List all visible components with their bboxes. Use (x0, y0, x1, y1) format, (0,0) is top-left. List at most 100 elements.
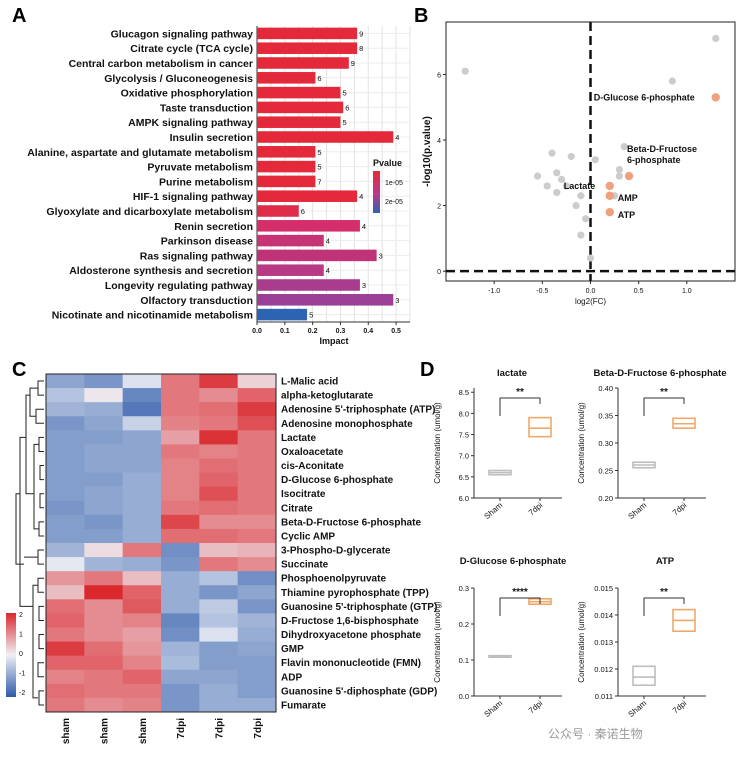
d-y-tick-label: 0.0 (459, 692, 469, 701)
c-heat-cell (161, 543, 200, 558)
c-row-label: Dihydroxyacetone phosphate (281, 630, 421, 641)
d-x-tick-label: 7dpi (527, 500, 545, 517)
watermark: 公众号 · 秦诺生物 (548, 727, 643, 741)
d-sig-bracket (643, 397, 685, 416)
a-count-label: 7 (317, 177, 321, 186)
c-heat-cell (161, 458, 200, 474)
b-point (553, 169, 561, 177)
a-bar (257, 249, 377, 262)
c-heat-cell (46, 416, 85, 431)
d-y-tick-label: 0.014 (594, 611, 613, 620)
a-bar (257, 234, 324, 247)
a-bar (257, 220, 360, 232)
a-bar (257, 160, 316, 173)
a-count-label: 4 (359, 192, 363, 201)
a-bar (257, 57, 349, 69)
d-sig-bracket (643, 597, 685, 616)
c-column-label: sham (61, 718, 72, 744)
c-scale-tick-label: -2 (19, 690, 25, 697)
c-heat-cell (199, 697, 239, 713)
c-heat-cell (161, 472, 200, 488)
a-count-label: 5 (342, 89, 346, 98)
c-heat-cell (46, 697, 85, 713)
a-category-label: Alanine, aspartate and glutamate metabol… (27, 147, 253, 159)
c-heat-cell (84, 571, 124, 586)
c-heat-cell (237, 374, 277, 389)
b-y-tick-label: 4 (437, 138, 441, 145)
a-count-label: 5 (317, 148, 321, 157)
panel-letter-d: D (420, 359, 434, 381)
c-row-label: cis-Aconitate (281, 461, 344, 472)
c-heat-cell (237, 669, 277, 685)
c-row-label: Cyclic AMP (281, 531, 335, 542)
c-heat-cell (122, 557, 162, 572)
b-point (461, 67, 469, 75)
b-highlight-point (605, 181, 614, 191)
a-count-label: 3 (362, 281, 366, 290)
c-heat-cell (46, 388, 85, 403)
d-y-tick-label: 0.30 (598, 439, 613, 448)
b-x-tick-label: -1.0 (488, 288, 500, 295)
panel-d-box-plots: lactate 6.0 6.5 7.0 7.5 8.0 8.5 Concentration (… (433, 368, 727, 719)
c-heat-cell (161, 416, 200, 431)
d-subplot-title: lactate (497, 368, 527, 379)
a-x-tick-label: 0.3 (336, 328, 346, 335)
c-heat-cell (199, 683, 239, 699)
c-row-label: Oxaloacetate (281, 447, 344, 458)
a-count-label: 4 (326, 266, 330, 275)
b-point (533, 172, 542, 180)
c-heat-cell (84, 472, 124, 488)
c-heat-cell (84, 374, 124, 389)
c-heat-cell (84, 388, 124, 403)
d-y-tick-label: 6.0 (459, 494, 469, 503)
b-point (567, 152, 575, 161)
c-heat-cell (84, 430, 124, 445)
a-category-label: Olfactory transduction (140, 295, 253, 307)
d-y-tick-label: 0.3 (459, 584, 469, 593)
c-heat-cell (199, 627, 239, 643)
c-row-label: Guanosine 5'-triphosphate (GTP) (281, 602, 437, 613)
b-x-tick-label: 0.0 (586, 288, 596, 295)
b-point (712, 34, 720, 42)
c-heat-cell (46, 528, 85, 544)
a-count-label: 5 (317, 163, 321, 172)
c-heat-cell (122, 486, 162, 502)
d-y-tick-label: 0.35 (598, 412, 613, 421)
c-heat-cell (199, 430, 239, 445)
c-heat-cell (122, 683, 162, 699)
c-heat-cell (122, 697, 162, 713)
a-x-tick-label: 0.2 (308, 328, 318, 335)
c-heat-cell (46, 430, 85, 445)
c-heat-cell (237, 641, 277, 657)
c-heat-cell (161, 514, 200, 530)
c-heat-cell (199, 613, 239, 628)
c-heat-cell (237, 683, 277, 699)
d-y-tick-label: 0.013 (594, 638, 613, 647)
a-count-label: 6 (301, 207, 305, 216)
c-heat-cell (237, 416, 277, 431)
c-heat-cell (199, 599, 239, 614)
b-point (553, 188, 561, 197)
a-category-label: Aldosterone synthesis and secretion (69, 265, 253, 277)
c-row-label: Beta-D-Fructose 6-phosphate (281, 517, 421, 528)
c-heat-cell (237, 599, 277, 614)
a-bar (257, 190, 358, 202)
c-heat-cell (122, 613, 162, 628)
b-point-label: Lactate (564, 181, 596, 191)
a-bar (257, 308, 308, 321)
c-heat-cell (46, 500, 85, 516)
c-heat-cell (237, 613, 277, 628)
c-heat-cell (122, 669, 162, 685)
c-scale-tick-label: 0 (19, 651, 23, 658)
c-heat-cell (199, 388, 239, 403)
c-heat-cell (199, 444, 239, 459)
c-heat-cell (84, 444, 124, 459)
c-heat-cell (122, 374, 162, 389)
a-category-label: Oxidative phosphorylation (121, 88, 253, 100)
d-x-tick-label: Sham (626, 500, 648, 521)
d-sig-label: ** (660, 387, 668, 398)
a-category-label: Insulin secretion (170, 132, 253, 144)
c-heat-cell (199, 641, 239, 657)
d-y-tick-label: 6.5 (459, 473, 469, 482)
c-row-label: Isocitrate (281, 489, 326, 500)
